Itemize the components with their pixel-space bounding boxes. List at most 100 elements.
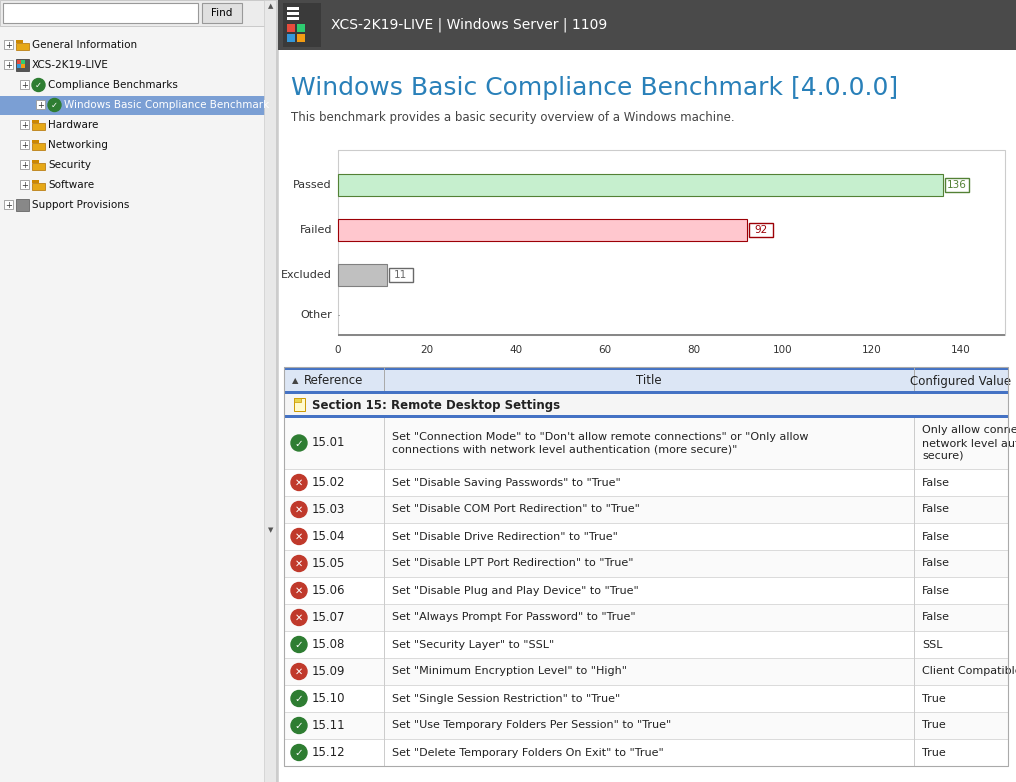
Text: Set "Single Session Restriction" to "True": Set "Single Session Restriction" to "Tru… (392, 694, 620, 704)
Text: secure): secure) (922, 451, 963, 461)
Text: SSL: SSL (922, 640, 943, 650)
Text: Security: Security (48, 160, 91, 170)
Text: ✕: ✕ (295, 532, 303, 542)
Text: 15.06: 15.06 (312, 584, 345, 597)
Bar (287, 24, 295, 32)
Bar (21, 60, 25, 64)
Text: 15.10: 15.10 (312, 692, 345, 705)
Bar (284, 367, 1008, 766)
Text: ✓: ✓ (51, 101, 58, 110)
Text: True: True (922, 694, 946, 704)
Bar (284, 739, 1008, 766)
Bar (284, 550, 1008, 577)
Text: False: False (922, 612, 950, 622)
Bar (338, 219, 747, 241)
Bar (338, 334, 1005, 335)
Circle shape (291, 475, 307, 490)
Bar (284, 393, 1008, 417)
Text: 15.09: 15.09 (312, 665, 345, 678)
Circle shape (291, 718, 307, 734)
Text: +: + (21, 81, 27, 89)
Text: Set "Always Prompt For Password" to "True": Set "Always Prompt For Password" to "Tru… (392, 612, 636, 622)
Text: ✕: ✕ (295, 478, 303, 488)
Text: XCS-2K19-LIVE: XCS-2K19-LIVE (31, 60, 109, 70)
Text: Set "Disable LPT Port Redirection" to "True": Set "Disable LPT Port Redirection" to "T… (392, 558, 634, 569)
Bar (17, 64, 21, 68)
Text: network level authentication (more: network level authentication (more (922, 438, 1016, 448)
Text: 60: 60 (598, 345, 612, 355)
Circle shape (291, 435, 307, 451)
Text: False: False (922, 504, 950, 515)
Text: 15.03: 15.03 (312, 503, 345, 516)
Text: Compliance Benchmarks: Compliance Benchmarks (48, 81, 178, 91)
Text: ✓: ✓ (295, 439, 304, 449)
Bar (31, 183, 45, 190)
Bar (31, 140, 39, 143)
Bar (284, 391, 1008, 393)
Bar (278, 0, 1016, 50)
Text: ▲: ▲ (268, 3, 273, 9)
Bar (284, 469, 1008, 496)
Text: 15.02: 15.02 (312, 476, 345, 489)
Text: ✓: ✓ (295, 640, 304, 650)
Text: Networking: Networking (48, 141, 108, 150)
Text: Excluded: Excluded (281, 270, 332, 280)
Text: 20: 20 (421, 345, 434, 355)
Text: Configured Value: Configured Value (910, 375, 1012, 388)
Text: Hardware: Hardware (48, 120, 99, 131)
Text: 15.01: 15.01 (312, 436, 345, 450)
Text: 80: 80 (687, 345, 700, 355)
Bar (294, 398, 301, 402)
Text: 15.08: 15.08 (312, 638, 345, 651)
Bar (284, 496, 1008, 523)
Bar (20, 140, 29, 149)
Bar (17, 60, 21, 64)
Bar (284, 604, 1008, 631)
Text: XCS-2K19-LIVE | Windows Server | 1109: XCS-2K19-LIVE | Windows Server | 1109 (331, 18, 608, 32)
Bar (264, 0, 278, 782)
Text: 40: 40 (509, 345, 522, 355)
Text: ✓: ✓ (295, 748, 304, 758)
Bar (284, 367, 1008, 393)
Text: Set "Disable COM Port Redirection" to "True": Set "Disable COM Port Redirection" to "T… (392, 504, 640, 515)
Bar (31, 180, 39, 183)
Circle shape (291, 555, 307, 572)
Text: 0: 0 (334, 345, 341, 355)
Bar (278, 0, 1016, 782)
Text: +: + (21, 181, 27, 189)
Text: ✕: ✕ (295, 586, 303, 596)
Text: Set "Delete Temporary Folders On Exit" to "True": Set "Delete Temporary Folders On Exit" t… (392, 748, 663, 758)
Text: False: False (922, 586, 950, 596)
Bar (297, 34, 305, 42)
Bar (338, 264, 387, 286)
Text: ✕: ✕ (295, 505, 303, 515)
Text: 140: 140 (951, 345, 970, 355)
Text: +: + (21, 141, 27, 149)
Circle shape (291, 637, 307, 652)
Bar (284, 658, 1008, 685)
Text: +: + (5, 60, 12, 70)
Text: +: + (37, 101, 44, 109)
Bar (287, 17, 299, 20)
Bar (276, 0, 278, 782)
Bar (16, 199, 29, 211)
Bar (284, 367, 1008, 370)
Text: Find: Find (211, 9, 233, 19)
Bar (4, 60, 13, 69)
Bar (31, 120, 39, 123)
Text: 120: 120 (862, 345, 882, 355)
Bar (202, 3, 242, 23)
Bar (31, 143, 45, 150)
Circle shape (291, 663, 307, 680)
Bar (4, 40, 13, 49)
Text: ✕: ✕ (295, 613, 303, 623)
Text: Set "Disable Plug and Play Device" to "True": Set "Disable Plug and Play Device" to "T… (392, 586, 639, 596)
Bar (284, 712, 1008, 739)
Text: Software: Software (48, 181, 94, 191)
Text: Other: Other (301, 310, 332, 320)
Bar (31, 123, 45, 130)
Bar (283, 3, 321, 47)
Bar (16, 43, 29, 50)
Text: Windows Basic Compliance Benchmark [4.0.0.0]: Windows Basic Compliance Benchmark [4.0.… (291, 76, 898, 100)
Text: False: False (922, 478, 950, 487)
